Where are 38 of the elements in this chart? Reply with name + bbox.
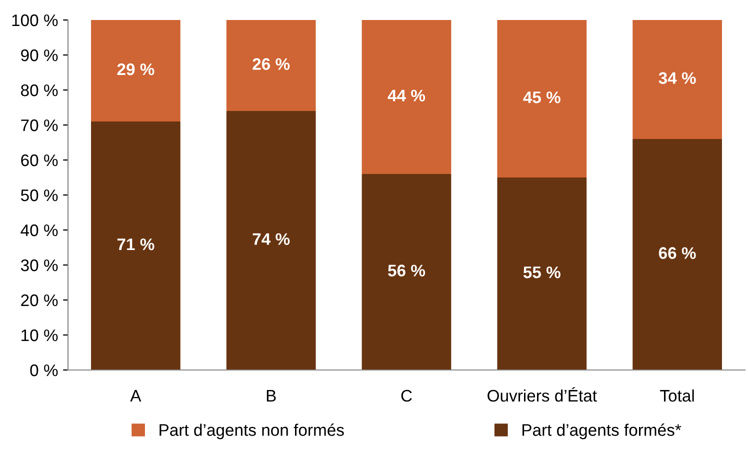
bar: [91, 122, 180, 370]
x-tick-label: B: [266, 390, 276, 402]
y-tick-label: 70 %: [21, 119, 58, 132]
data-label: 44 %: [388, 90, 426, 102]
x-tick-label: Ouvriers d’État: [488, 387, 597, 402]
x-tick-label: Total: [660, 389, 694, 402]
bar: [226, 111, 316, 370]
data-label: 34 %: [658, 72, 696, 84]
data-label: 74 %: [252, 233, 290, 245]
y-tick-label: 100 %: [12, 14, 58, 26]
y-tick-label: 40 %: [20, 224, 58, 236]
data-label: 45 %: [523, 91, 560, 104]
bar: [497, 178, 587, 370]
data-label: 29 %: [117, 63, 154, 76]
bar: [362, 20, 452, 174]
bar: [632, 20, 722, 139]
bar: [632, 139, 722, 370]
y-tick-label: 20 %: [21, 294, 58, 306]
legend-label: Part d’agents non formés: [160, 424, 344, 440]
y-tick-label: 60 %: [21, 154, 58, 166]
bar: [226, 20, 316, 111]
bar: [497, 20, 587, 178]
bar: [91, 20, 180, 122]
x-tick-label: A: [130, 390, 142, 402]
y-tick-label: 50 %: [20, 189, 58, 202]
y-tick-label: 80 %: [21, 84, 58, 96]
y-tick-label: 10 %: [22, 329, 58, 342]
data-label: 71 %: [117, 238, 154, 250]
legend-label: Part d’agents formés*: [522, 424, 682, 440]
data-label: 66 %: [658, 247, 696, 259]
bar: [362, 174, 452, 370]
y-tick-label: 30 %: [20, 259, 58, 272]
data-label: 55 %: [523, 266, 560, 278]
data-label: 26 %: [252, 58, 290, 70]
x-tick-label: C: [401, 390, 412, 402]
y-tick-label: 0 %: [30, 364, 58, 376]
y-tick-label: 90 %: [21, 49, 58, 62]
data-label: 56 %: [388, 264, 426, 276]
